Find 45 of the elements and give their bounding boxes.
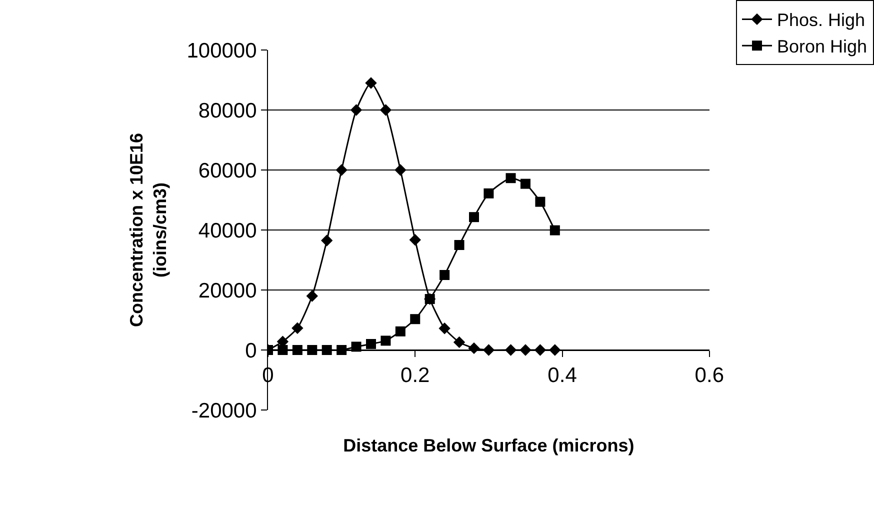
- y-tick-label: 20000: [198, 279, 257, 302]
- point: [278, 345, 288, 355]
- point: [409, 234, 421, 246]
- point: [307, 345, 318, 355]
- y-tick-label: 0: [245, 339, 257, 362]
- point: [366, 339, 376, 349]
- legend-label: Phos. High: [777, 10, 866, 30]
- point: [321, 234, 333, 246]
- point: [336, 164, 348, 176]
- point: [440, 270, 450, 280]
- point: [453, 336, 466, 348]
- point: [535, 196, 546, 207]
- point: [336, 345, 347, 355]
- y-axis-title: Concentration x 10E16 (ioins/cm3): [126, 132, 170, 328]
- point: [424, 294, 435, 304]
- point: [322, 345, 332, 355]
- point: [380, 104, 392, 116]
- x-tick-label: 0.2: [400, 364, 430, 388]
- y-tick-label: 60000: [198, 159, 257, 182]
- y-tick-label: -20000: [191, 399, 257, 422]
- point: [410, 314, 420, 324]
- x-tick-label: 0.4: [548, 364, 578, 388]
- x-tick-label: 0.6: [694, 364, 724, 388]
- point: [394, 164, 406, 176]
- point: [351, 342, 362, 352]
- point: [506, 173, 516, 184]
- point: [306, 290, 318, 302]
- y-tick-label: 80000: [198, 99, 257, 122]
- point: [395, 326, 406, 336]
- point: [468, 342, 480, 354]
- legend-label: Boron High: [777, 36, 868, 57]
- point: [365, 77, 377, 89]
- point: [484, 188, 494, 198]
- point: [380, 336, 391, 346]
- x-axis-title: Distance Below Surface (microns): [343, 435, 634, 456]
- point: [438, 322, 450, 334]
- point: [550, 225, 560, 236]
- point: [350, 104, 362, 116]
- y-tick-label: 40000: [198, 219, 257, 242]
- point: [520, 178, 530, 189]
- point: [292, 322, 304, 334]
- point: [292, 345, 302, 355]
- y-tick-label: 100000: [186, 39, 257, 62]
- point: [454, 240, 464, 250]
- point: [468, 212, 479, 222]
